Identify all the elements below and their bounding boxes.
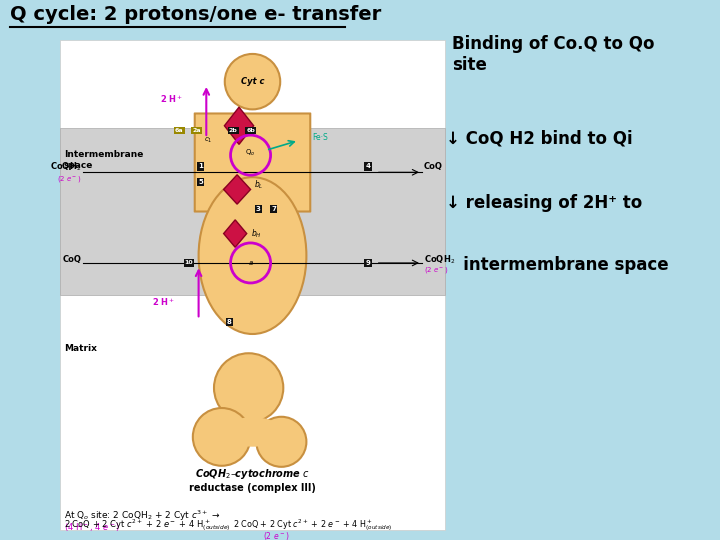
Text: $b_H$: $b_H$ bbox=[251, 227, 261, 240]
Text: 6b: 6b bbox=[246, 128, 255, 133]
Text: 6a: 6a bbox=[175, 128, 184, 133]
Text: Intermembrane
space: Intermembrane space bbox=[64, 150, 143, 170]
Bar bbox=[60, 128, 445, 295]
Text: CoQ: CoQ bbox=[63, 255, 81, 264]
Polygon shape bbox=[225, 107, 253, 144]
Text: 5: 5 bbox=[198, 179, 203, 185]
Text: $c_1$: $c_1$ bbox=[204, 136, 212, 145]
Polygon shape bbox=[224, 175, 251, 204]
Text: a: a bbox=[248, 260, 253, 266]
Text: CoQH$_2$: CoQH$_2$ bbox=[424, 253, 455, 266]
Ellipse shape bbox=[199, 177, 307, 334]
Text: Matrix: Matrix bbox=[64, 344, 96, 353]
Circle shape bbox=[193, 408, 251, 466]
Text: intermembrane space: intermembrane space bbox=[446, 256, 669, 274]
Text: 2b: 2b bbox=[229, 128, 238, 133]
Text: (2 $e^-$): (2 $e^-$) bbox=[57, 174, 81, 184]
Text: CoQH$_2$: CoQH$_2$ bbox=[50, 160, 81, 173]
Text: CoQ: CoQ bbox=[424, 162, 443, 171]
Text: 2 H$^+$: 2 H$^+$ bbox=[152, 296, 176, 308]
Bar bbox=[60, 40, 445, 530]
Text: $b_L$: $b_L$ bbox=[254, 178, 264, 191]
Text: Fe·S: Fe·S bbox=[312, 133, 328, 143]
Circle shape bbox=[256, 417, 307, 467]
Text: (4 H$^-$, 4 $e^-$): (4 H$^-$, 4 $e^-$) bbox=[64, 521, 120, 533]
Text: CoQH$_2$–cytochrome $c$: CoQH$_2$–cytochrome $c$ bbox=[195, 467, 310, 481]
Text: 2 H$^+$: 2 H$^+$ bbox=[160, 93, 183, 105]
Polygon shape bbox=[224, 220, 247, 247]
Text: (2 $e^-$): (2 $e^-$) bbox=[424, 265, 449, 275]
Ellipse shape bbox=[222, 417, 283, 447]
Text: (2 $e^-$): (2 $e^-$) bbox=[264, 530, 289, 540]
Text: 2 CoQ + 2 Cyt $c^{2+}$ + 2 $e^-$ + 4 H$^+_{(outside)}$: 2 CoQ + 2 Cyt $c^{2+}$ + 2 $e^-$ + 4 H$^… bbox=[233, 518, 392, 535]
Circle shape bbox=[225, 54, 280, 110]
Text: 2a: 2a bbox=[192, 128, 201, 133]
Text: 8: 8 bbox=[227, 319, 232, 325]
Text: 3: 3 bbox=[256, 206, 261, 212]
Text: 1: 1 bbox=[198, 164, 203, 170]
Text: 7: 7 bbox=[271, 206, 276, 212]
Text: Binding of Co.Q to Qo
site: Binding of Co.Q to Qo site bbox=[452, 35, 654, 74]
Text: 9: 9 bbox=[366, 260, 370, 266]
Text: 2 CoQ + 2 Cyt $c^{2+}$ + 2 $e^-$ + 4 H$^+_{(outside)}$: 2 CoQ + 2 Cyt $c^{2+}$ + 2 $e^-$ + 4 H$^… bbox=[64, 518, 230, 535]
Text: Cyt c: Cyt c bbox=[240, 77, 264, 86]
Text: Q cycle: 2 protons/one e- transfer: Q cycle: 2 protons/one e- transfer bbox=[10, 5, 382, 24]
Text: ↓ CoQ H2 bind to Qi: ↓ CoQ H2 bind to Qi bbox=[446, 130, 633, 147]
Text: ↓ releasing of 2H⁺ to: ↓ releasing of 2H⁺ to bbox=[446, 194, 643, 212]
Text: 4: 4 bbox=[366, 164, 371, 170]
Circle shape bbox=[214, 353, 283, 422]
Text: reductase (complex III): reductase (complex III) bbox=[189, 483, 316, 494]
FancyBboxPatch shape bbox=[194, 113, 310, 212]
Text: At Q$_o$ site: 2 CoQH$_2$ + 2 Cyt $c^{3+}$ →: At Q$_o$ site: 2 CoQH$_2$ + 2 Cyt $c^{3+… bbox=[64, 508, 220, 523]
Text: Q$_o$: Q$_o$ bbox=[246, 147, 256, 158]
Text: 10: 10 bbox=[184, 260, 193, 266]
